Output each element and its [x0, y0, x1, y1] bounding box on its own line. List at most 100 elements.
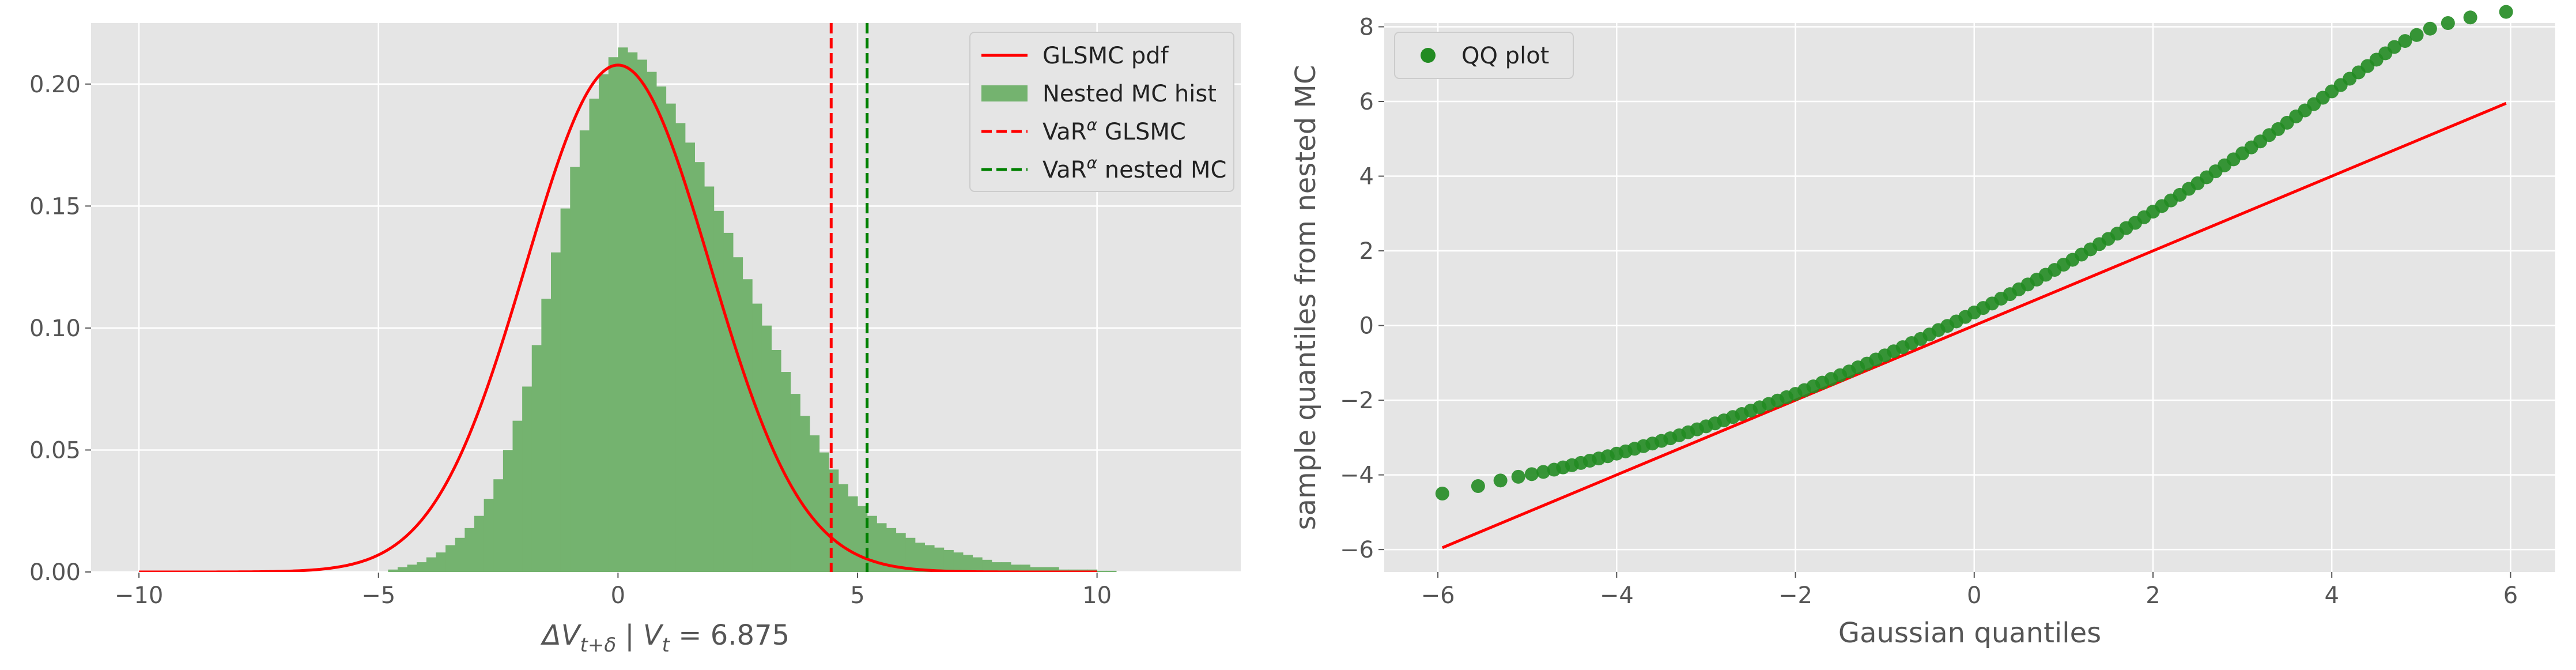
- histogram-bar: [732, 257, 743, 573]
- y-axis-label: sample quantiles from nested MC: [1290, 65, 1322, 530]
- x-label-part: | V: [616, 619, 664, 652]
- histogram-bar: [991, 562, 1002, 572]
- y-tick-label: 8: [1359, 14, 1374, 40]
- legend-label-superscript: α: [1087, 153, 1098, 172]
- histogram-bar: [551, 252, 561, 572]
- histogram-bar: [599, 74, 609, 572]
- histogram-bar: [790, 394, 800, 572]
- histogram-bar: [675, 123, 686, 572]
- histogram-bar: [388, 569, 398, 572]
- qq-point: [1435, 487, 1449, 500]
- y-tick-label: 6: [1359, 89, 1374, 115]
- x-tick-label: 10: [1082, 582, 1112, 609]
- histogram-bar: [800, 416, 810, 572]
- histogram-bar: [752, 303, 762, 572]
- y-tick-label: 0: [1359, 313, 1374, 340]
- histogram-bar: [1020, 564, 1030, 572]
- histogram-bar: [647, 71, 657, 573]
- x-tick-label: 0: [611, 582, 625, 609]
- histogram-bar: [934, 547, 945, 572]
- histogram-bar: [426, 557, 437, 572]
- histogram-bar: [1039, 567, 1050, 572]
- histogram-bar: [685, 142, 695, 572]
- histogram-bar: [522, 386, 532, 572]
- histogram-bar: [484, 499, 494, 572]
- histogram-bar: [541, 299, 552, 572]
- x-tick-label: −2: [1778, 582, 1812, 609]
- histogram-bar: [972, 557, 983, 572]
- qq-point: [1536, 465, 1551, 479]
- histogram-bar: [589, 99, 599, 573]
- qq-point: [2387, 40, 2401, 54]
- histogram-bar: [953, 552, 964, 572]
- y-tick-label: 0.20: [29, 71, 81, 98]
- histogram-bar: [503, 450, 513, 572]
- histogram-bar: [570, 167, 580, 572]
- reference-line: [1441, 101, 2507, 549]
- histogram-bar: [637, 59, 647, 572]
- histogram-bar: [531, 345, 542, 572]
- legend-label-suffix: GLSMC: [1097, 119, 1186, 145]
- legend-label-main: VaR: [1043, 119, 1087, 145]
- qq-point: [1471, 479, 1485, 494]
- histogram-bar: [848, 496, 858, 572]
- y-tick-label: 0.15: [29, 193, 81, 220]
- x-tick-label: 6: [2503, 582, 2518, 609]
- histogram-bar: [628, 52, 638, 573]
- histogram-bar: [896, 533, 906, 572]
- y-tick-label: −4: [1340, 462, 1374, 489]
- x-label-subscript: t+δ: [580, 634, 617, 657]
- legend-box: [1394, 32, 1574, 79]
- histogram-bar: [1097, 570, 1107, 572]
- x-tick-label: −10: [115, 582, 163, 609]
- histogram-bar: [656, 86, 667, 572]
- histogram-bar: [962, 555, 973, 572]
- qq-point: [2423, 21, 2437, 36]
- y-tick-label: 4: [1359, 164, 1374, 190]
- histogram-bar: [464, 528, 475, 572]
- legend-patch-swatch: [981, 85, 1028, 101]
- histogram-bar: [694, 162, 705, 572]
- pdf-curve: [139, 63, 1097, 572]
- histogram-bar: [819, 452, 829, 572]
- histogram-bar: [809, 435, 820, 572]
- x-tick-label: 0: [1967, 582, 1981, 609]
- histogram-bar: [407, 564, 417, 572]
- histogram-bar: [666, 103, 676, 573]
- legend-marker-swatch: [1421, 48, 1436, 63]
- histogram-bar: [493, 479, 504, 572]
- legend-label: Nested MC hist: [1043, 81, 1217, 107]
- x-tick-label: −4: [1600, 582, 1634, 609]
- histogram-bar: [924, 545, 935, 572]
- histogram-bar: [905, 537, 916, 572]
- histogram-bar: [915, 543, 925, 572]
- y-tick-label: 2: [1359, 238, 1374, 265]
- histogram-bar: [398, 567, 408, 572]
- histogram-bar: [867, 515, 877, 572]
- legend-label-suffix: nested MC: [1097, 157, 1226, 183]
- histogram-bar: [445, 545, 456, 572]
- plot-background: [1384, 23, 2555, 572]
- histogram-bar: [982, 559, 992, 572]
- histogram-bar: [560, 208, 571, 572]
- y-tick-label: 0.00: [29, 559, 81, 586]
- y-tick-label: 0.10: [29, 315, 81, 342]
- histogram-bar: [704, 186, 715, 572]
- histogram-bar: [417, 562, 427, 572]
- qq-plot-panel: −6 −4 −2 0 2 4 6 −6 −4 −2 0 2 4 6 8 QQ plot Gaussian qua…: [1290, 5, 2555, 649]
- histogram-bar: [455, 537, 465, 572]
- x-tick-label: 5: [850, 582, 864, 609]
- histogram-bar: [838, 484, 848, 572]
- histogram-bar: [781, 372, 791, 572]
- histogram-bar: [618, 47, 628, 573]
- histogram-bar: [1001, 562, 1011, 572]
- y-tick-label: −6: [1340, 537, 1374, 563]
- x-label-part: ΔV: [540, 619, 582, 652]
- y-tick-label: 0.05: [29, 437, 81, 464]
- x-tick-label: −6: [1421, 582, 1455, 609]
- x-axis-label: ΔVt+δ | Vt = 6.875: [540, 619, 790, 657]
- histogram-bar: [579, 130, 590, 572]
- histogram-panel: −10 −5 0 5 10 0.00 0.05 0.10 0.15 0.20 GLSMC pdf Ne…: [29, 23, 1241, 657]
- histogram-bar: [877, 523, 887, 572]
- x-tick-label: 4: [2324, 582, 2339, 609]
